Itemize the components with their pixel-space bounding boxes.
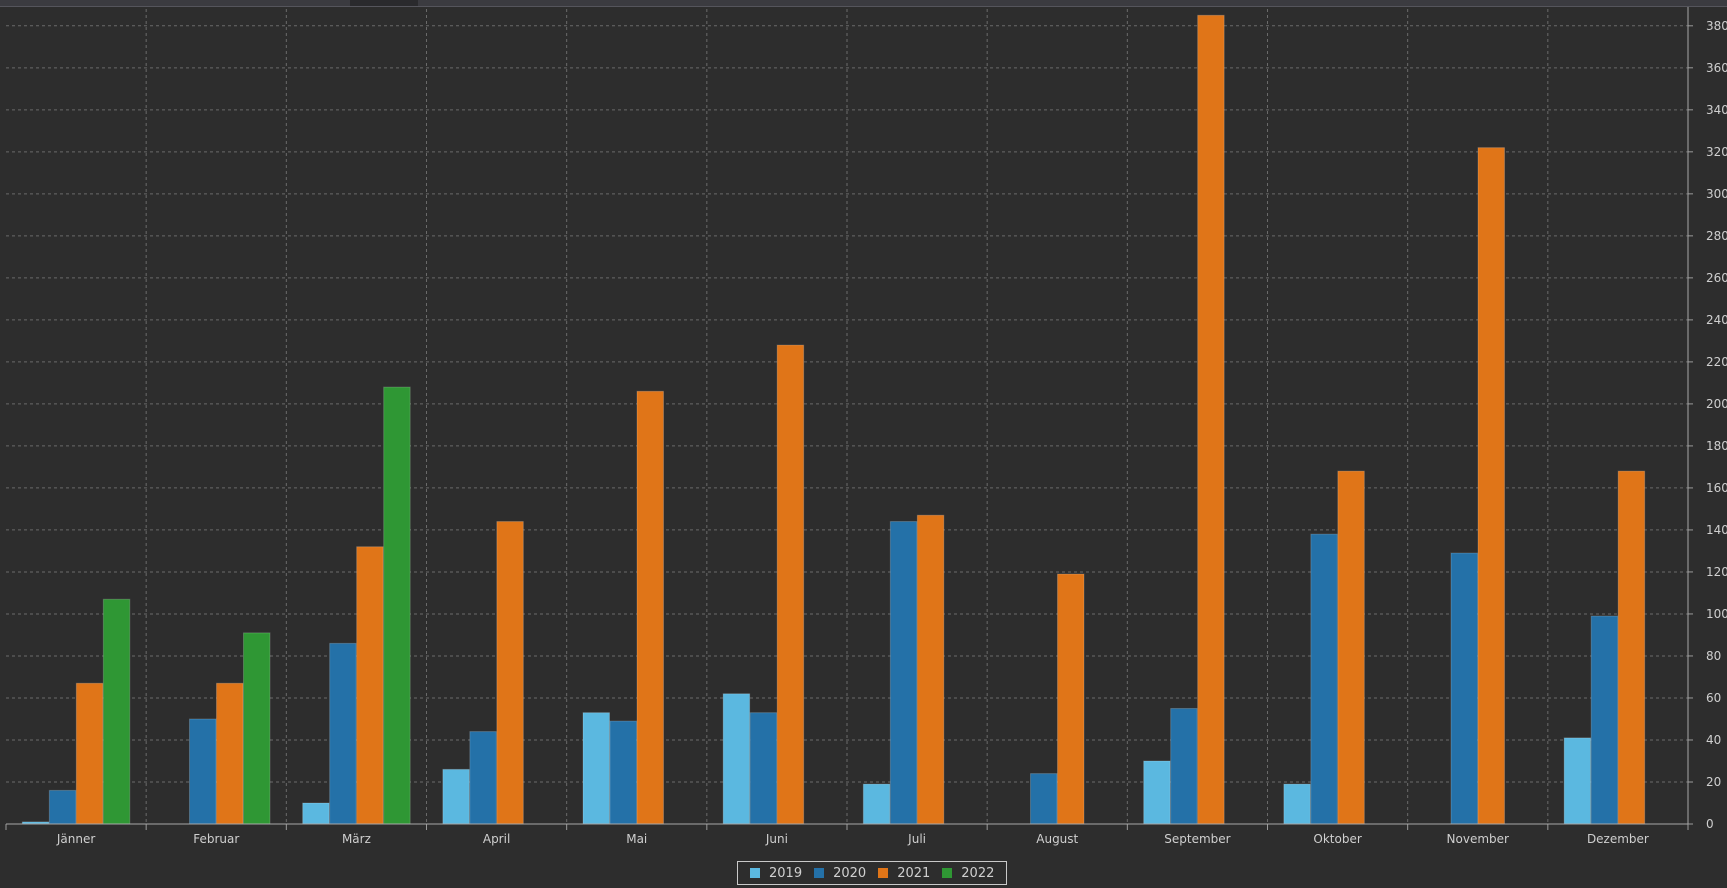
y-tick-label: 280	[1706, 229, 1727, 243]
x-tick-label: Oktober	[1313, 832, 1361, 846]
bar-2020-11	[1590, 615, 1619, 825]
bar-2021-8	[1197, 14, 1225, 825]
bar-2020-0	[48, 789, 77, 825]
y-tick-label: 360	[1706, 61, 1727, 75]
bar-2021-4	[636, 390, 664, 825]
x-tick-label: Juli	[907, 832, 926, 846]
bar-2019-9	[1283, 783, 1311, 825]
legend-item-2021: 2021	[878, 866, 930, 881]
bar-2021-0	[75, 682, 104, 825]
x-tick-labels: Jänner Februar März April Mai Juni Juli August S…	[56, 832, 1649, 846]
bar-2021-10	[1477, 147, 1505, 825]
y-tick-labels: 0 20 40 60 80 100 120 140 160 180 200 220 240 260 280 3…	[1706, 19, 1727, 831]
chart-legend: 2019 2020 2021 2022	[737, 861, 1008, 885]
bar-2020-8	[1170, 707, 1198, 825]
y-tick-label: 220	[1706, 355, 1727, 369]
y-tick-label: 340	[1706, 103, 1727, 117]
legend-swatch	[878, 868, 889, 878]
bar-2022-0	[102, 598, 131, 825]
y-tick-label: 240	[1706, 313, 1727, 327]
y-tick-label: 60	[1706, 691, 1721, 705]
legend-label: 2021	[897, 865, 931, 881]
bar-2021-11	[1617, 470, 1646, 825]
y-tick-label: 300	[1706, 187, 1727, 201]
bar-2020-10	[1450, 552, 1478, 825]
y-tick-label: 0	[1706, 817, 1714, 831]
bar-2020-2	[329, 642, 357, 825]
bar-2021-5	[776, 344, 805, 825]
y-tick-label: 180	[1706, 439, 1727, 453]
axes	[5, 7, 1693, 830]
bar-2019-8	[1143, 760, 1171, 825]
bar-2019-2	[302, 802, 330, 825]
bar-2020-1	[189, 718, 217, 825]
bar-2020-4	[609, 720, 637, 825]
y-tick-label: 260	[1706, 271, 1727, 285]
y-tick-label: 20	[1706, 775, 1721, 789]
x-tick-label: September	[1164, 832, 1230, 846]
bar-2020-6	[889, 521, 918, 825]
bar-2019-5	[722, 693, 751, 825]
x-tick-label: März	[342, 832, 371, 846]
bar-2022-2	[383, 386, 411, 825]
bar-2021-6	[916, 514, 945, 825]
bar-2019-11	[1563, 737, 1592, 825]
y-tick-label: 120	[1706, 565, 1727, 579]
y-tick-label: 40	[1706, 733, 1721, 747]
bar-2021-3	[496, 521, 524, 825]
y-tick-label: 100	[1706, 607, 1727, 621]
bar-2019-4	[582, 712, 610, 825]
x-tick-label: April	[483, 832, 510, 846]
legend-swatch	[942, 868, 953, 878]
bar-2021-1	[216, 682, 244, 825]
bars	[21, 14, 1646, 825]
y-tick-label: 140	[1706, 523, 1727, 537]
legend-label: 2022	[961, 865, 995, 881]
active-tab-marker[interactable]	[350, 0, 418, 6]
y-tick-label: 320	[1706, 145, 1727, 159]
legend-item-2022: 2022	[942, 866, 994, 881]
bar-2019-6	[862, 783, 891, 825]
y-tick-label: 160	[1706, 481, 1727, 495]
legend-label: 2020	[833, 865, 867, 881]
bar-2020-5	[749, 712, 778, 825]
y-tick-label: 380	[1706, 19, 1727, 33]
bar-2020-7	[1030, 773, 1058, 825]
y-tick-label: 200	[1706, 397, 1727, 411]
x-tick-label: August	[1036, 832, 1078, 846]
legend-label: 2019	[769, 865, 803, 881]
x-tick-label: Februar	[193, 832, 239, 846]
bar-2022-1	[243, 632, 271, 825]
bar-2020-9	[1310, 533, 1338, 825]
bar-2021-9	[1337, 470, 1365, 825]
bar-2019-3	[442, 768, 470, 825]
x-tick-label: Dezember	[1587, 832, 1649, 846]
legend-item-2019: 2019	[750, 866, 802, 881]
x-tick-label: Jänner	[56, 832, 95, 846]
legend-item-2020: 2020	[814, 866, 866, 881]
bar-2021-2	[356, 546, 384, 825]
x-tick-label: November	[1447, 832, 1509, 846]
bar-2021-7	[1057, 573, 1085, 825]
grid-lines	[6, 9, 1688, 824]
x-tick-label: Juni	[765, 832, 788, 846]
legend-swatch	[750, 868, 760, 878]
legend-swatch	[814, 868, 825, 878]
y-tick-label: 80	[1706, 649, 1721, 663]
window-top-strip	[0, 0, 1727, 7]
bar-2020-3	[469, 731, 497, 825]
x-tick-label: Mai	[626, 832, 647, 846]
